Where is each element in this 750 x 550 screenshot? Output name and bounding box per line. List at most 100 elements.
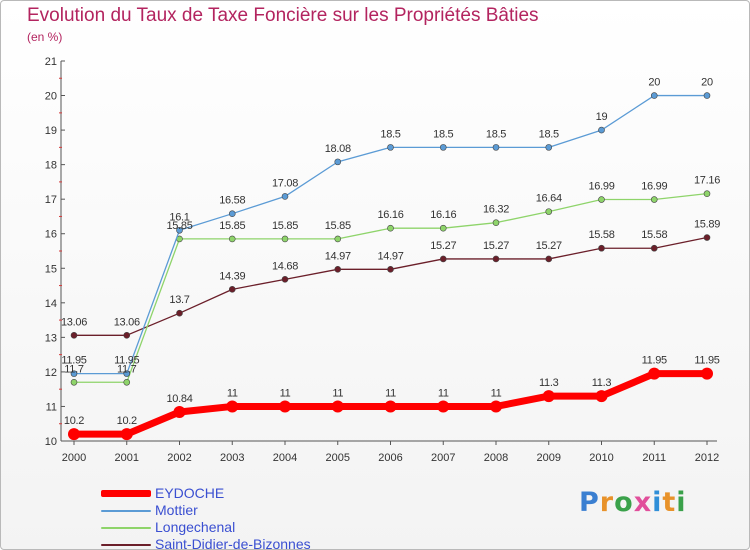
data-label: 11.7: [117, 363, 137, 375]
data-point: [334, 158, 342, 166]
data-label: 19: [596, 111, 608, 123]
data-point: [387, 144, 394, 151]
data-label: 15.85: [272, 220, 298, 232]
y-tick-label: 21: [45, 56, 57, 68]
y-tick-label: 18: [45, 160, 57, 172]
data-point: [331, 400, 344, 413]
data-point: [545, 144, 553, 151]
data-label: 20: [648, 77, 660, 89]
y-tick-label: 14: [45, 298, 57, 310]
data-label: 10.2: [64, 415, 84, 427]
data-point: [492, 255, 500, 263]
data-label: 15.27: [536, 240, 562, 252]
x-tick-label: 2006: [378, 452, 402, 464]
data-label: 14.68: [272, 260, 298, 272]
data-point: [490, 400, 502, 413]
legend-label: Saint-Didier-de-Bizonnes: [155, 536, 311, 550]
chart-unit-label: (en %): [27, 30, 63, 44]
y-tick-label: 13: [45, 332, 57, 344]
data-point: [123, 378, 131, 386]
data-label: 16.32: [483, 204, 509, 216]
data-point: [226, 400, 239, 413]
legend-label: EYDOCHE: [155, 485, 225, 501]
x-tick-label: 2007: [431, 452, 455, 464]
data-point: [120, 428, 133, 441]
data-label: 14.97: [377, 250, 403, 262]
x-tick-label: 2002: [167, 452, 191, 464]
data-point: [70, 331, 78, 339]
data-point: [176, 309, 183, 317]
data-label: 16.1: [169, 211, 189, 223]
data-point: [439, 144, 447, 151]
data-label: 15.58: [641, 229, 667, 241]
y-tick-label: 11: [46, 401, 57, 413]
data-point: [123, 370, 131, 377]
data-label: 11.95: [61, 355, 86, 367]
x-tick-label: 2001: [115, 452, 139, 464]
data-point: [598, 196, 605, 203]
data-label: 11.95: [642, 355, 667, 367]
y-tick-label: 19: [45, 125, 57, 137]
data-point: [439, 255, 447, 263]
data-point: [228, 235, 236, 243]
data-point: [439, 224, 447, 232]
data-label: 18.5: [433, 128, 453, 140]
data-label: 11.95: [114, 355, 139, 367]
data-point: [123, 331, 131, 339]
data-point: [281, 276, 289, 283]
data-label: 13.06: [61, 316, 87, 328]
data-point: [334, 266, 342, 273]
data-label: 11.3: [592, 377, 612, 389]
proxiti-logo: Proxiti: [579, 487, 687, 518]
data-label: 16.99: [588, 181, 614, 193]
data-point: [545, 208, 553, 215]
y-tick-label: 10: [45, 436, 57, 448]
data-label: 17.08: [272, 177, 298, 189]
x-tick-label: 2012: [695, 452, 719, 464]
data-point: [281, 235, 289, 243]
data-label: 16.16: [377, 209, 403, 221]
x-tick-label: 2004: [273, 452, 297, 464]
data-label: 17.16: [694, 175, 720, 187]
data-label: 15.85: [219, 220, 245, 232]
data-point: [228, 286, 236, 293]
data-point: [70, 378, 78, 386]
data-point: [228, 210, 236, 217]
data-point: [384, 400, 397, 413]
data-label: 16.64: [536, 193, 562, 205]
data-point: [68, 428, 80, 441]
data-label: 11: [491, 387, 502, 399]
y-tick-label: 16: [45, 229, 57, 241]
data-label: 16.58: [219, 195, 245, 207]
data-point: [650, 244, 658, 252]
legend-label: Longechenal: [155, 519, 236, 535]
data-label: 16.99: [641, 181, 667, 193]
data-label: 18.5: [380, 128, 400, 140]
data-label: 13.06: [114, 316, 140, 328]
data-point: [595, 390, 608, 403]
data-point: [387, 266, 394, 273]
data-label: 11: [332, 387, 343, 399]
x-tick-label: 2009: [537, 452, 561, 464]
data-label: 13.7: [169, 294, 189, 306]
data-label: 15.85: [166, 220, 192, 232]
y-tick-label: 15: [45, 263, 57, 275]
data-point: [598, 126, 605, 134]
chart-title: Evolution du Taux de Taxe Foncière sur l…: [27, 5, 539, 26]
data-point: [598, 244, 605, 252]
data-label: 11: [227, 387, 238, 399]
legend-swatch: [101, 490, 151, 497]
x-tick-label: 2005: [326, 452, 350, 464]
data-point: [650, 92, 658, 99]
y-tick-label: 20: [45, 91, 57, 103]
data-point: [703, 92, 711, 99]
data-label: 15.89: [694, 219, 720, 231]
data-point: [173, 405, 186, 418]
data-point: [70, 370, 78, 377]
data-point: [387, 224, 394, 232]
data-label: 18.08: [325, 143, 351, 155]
data-point: [492, 144, 500, 151]
legend-swatch: [101, 510, 151, 512]
